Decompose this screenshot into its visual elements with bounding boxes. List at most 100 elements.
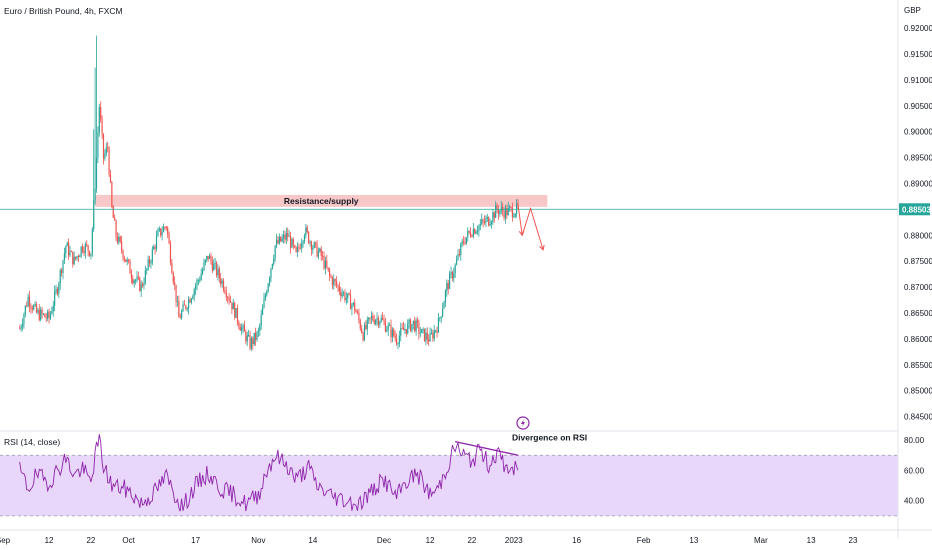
candle <box>151 246 153 266</box>
candle <box>475 229 477 235</box>
candle <box>134 278 137 285</box>
candle <box>72 251 74 268</box>
candle <box>19 325 21 330</box>
candle <box>21 318 24 331</box>
candle <box>465 237 467 245</box>
rsi-axis[interactable]: 80.00 60.00 40.00 <box>904 436 925 506</box>
candle <box>108 145 110 177</box>
candle <box>328 267 331 282</box>
candle <box>107 141 109 153</box>
candle <box>333 274 335 290</box>
price-tick-label: 0.85500 <box>904 361 932 370</box>
price-tick-label: 0.92000 <box>904 24 932 33</box>
candle <box>207 256 209 262</box>
time-tick-label: Sep <box>0 536 11 545</box>
candle <box>499 209 501 217</box>
candle <box>295 246 297 253</box>
candle <box>122 249 124 262</box>
projection-path[interactable] <box>517 204 544 250</box>
candle <box>62 259 64 280</box>
candle <box>292 237 294 250</box>
candle <box>440 316 442 323</box>
divergence-line[interactable] <box>455 440 519 456</box>
candle <box>109 169 112 184</box>
candle <box>97 126 99 164</box>
candle <box>195 282 197 296</box>
candle <box>235 307 237 318</box>
candle <box>347 293 349 304</box>
candle <box>118 233 120 245</box>
time-axis[interactable]: Sep 12 22 Oct 17 Nov 14 Dec 12 22 2023 16 Feb 13 Mar 13… <box>0 536 858 545</box>
candle <box>80 246 82 259</box>
price-tick-label: 0.91500 <box>904 50 932 59</box>
candle <box>303 233 306 244</box>
time-tick-label: 17 <box>191 536 200 545</box>
candle <box>398 330 400 348</box>
candle <box>249 331 251 351</box>
candle <box>157 227 159 237</box>
candle <box>143 277 145 290</box>
candle <box>267 282 269 293</box>
candle <box>426 327 428 344</box>
candle <box>342 290 345 297</box>
candle <box>253 332 255 346</box>
candle <box>73 251 75 266</box>
lightning-icon[interactable] <box>516 416 530 430</box>
candle <box>455 255 458 266</box>
candle <box>264 292 266 302</box>
candle <box>492 209 494 225</box>
candle <box>335 276 338 288</box>
candle <box>479 219 481 231</box>
rsi-title: RSI (14, close) <box>4 437 60 447</box>
candle <box>446 279 448 297</box>
candle <box>401 323 403 330</box>
candle <box>288 229 290 237</box>
rsi-tick-label: 60.00 <box>904 466 925 475</box>
last-price-tag <box>899 203 930 216</box>
price-tick-label: 0.87500 <box>904 257 932 266</box>
candle <box>81 243 84 254</box>
candle <box>490 220 493 229</box>
candle <box>188 296 190 315</box>
candle <box>24 305 26 318</box>
candle <box>59 268 61 291</box>
candle <box>416 317 419 329</box>
candle <box>91 226 93 257</box>
price-axis[interactable]: 0.92000 0.91500 0.91000 0.90500 0.90000 0.895… <box>904 24 932 422</box>
candle <box>472 222 474 239</box>
candle <box>460 242 462 261</box>
candle <box>428 334 430 346</box>
candle <box>30 303 32 314</box>
candle <box>382 312 384 321</box>
candle <box>361 324 363 334</box>
candle <box>259 323 261 337</box>
candles-layer <box>19 35 519 351</box>
candle <box>504 204 507 224</box>
candle <box>421 328 423 334</box>
candle <box>182 300 184 313</box>
candle <box>497 205 500 220</box>
candle <box>224 286 226 295</box>
candle <box>285 227 287 245</box>
candle <box>464 236 466 246</box>
candle <box>66 241 68 247</box>
candle <box>397 342 399 350</box>
resistance-zone[interactable] <box>95 194 548 207</box>
candle <box>305 223 307 239</box>
rsi-line-layer <box>19 434 519 512</box>
candle <box>214 257 216 270</box>
candle <box>203 258 205 272</box>
candle <box>390 319 392 343</box>
candle <box>402 321 405 331</box>
candle <box>331 275 333 290</box>
candle <box>354 298 356 315</box>
candle <box>280 236 282 243</box>
candle <box>298 243 300 253</box>
candle <box>261 304 264 316</box>
time-tick-label: Feb <box>637 536 651 545</box>
candle <box>76 255 78 261</box>
resistance-zone-label: Resistance/supply <box>284 196 359 206</box>
time-tick-label: 22 <box>467 536 476 545</box>
candle <box>160 228 162 238</box>
